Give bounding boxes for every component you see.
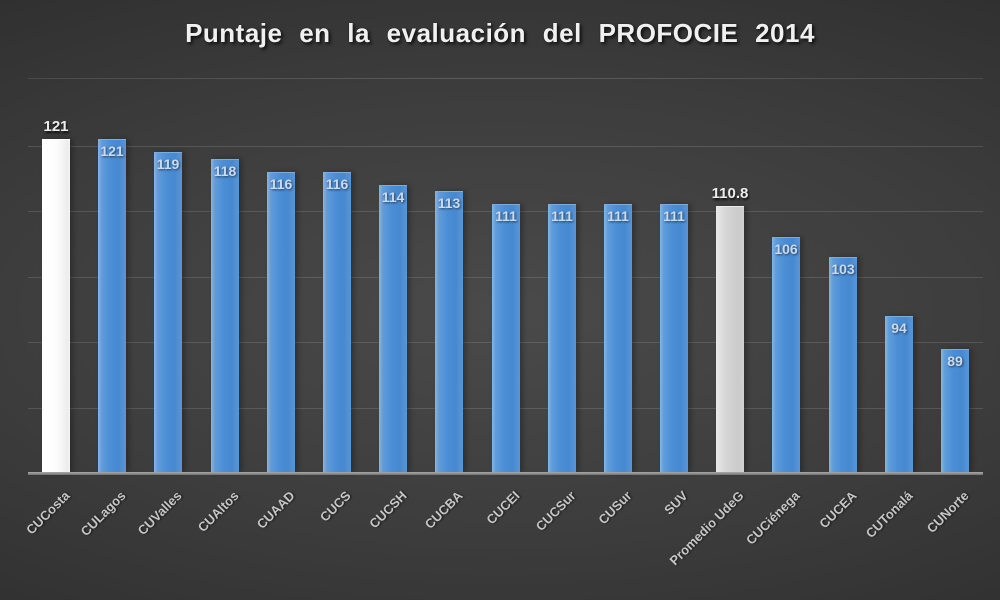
bar-value-label: 110.8 [711,185,749,202]
category-label-CUCiénega: CUCiénega [742,488,803,548]
category-label-CUCSur: CUCSur [532,488,579,534]
bar-CUCosta: 121 [42,118,70,473]
bar-value-label: 121 [43,118,69,135]
bar-SUV: 111 [660,204,688,473]
bar-CUCEA: 103 [829,257,857,473]
bar-CUAltos: 118 [211,159,239,473]
category-label-CUSur: CUSur [595,488,635,528]
title-divider [28,78,983,79]
bar-CULagos: 121 [98,139,126,473]
bar-CUCiénega: 106 [772,237,800,473]
bar-value-label: 111 [551,208,573,224]
bar-value-label: 106 [774,241,798,257]
chart-title: Puntaje en la evaluación del PROFOCIE 20… [185,18,815,48]
bar-CUNorte: 89 [941,349,969,473]
bar-value-label: 116 [325,176,349,192]
bar-value-label: 94 [891,320,907,336]
category-label-CUCEI: CUCEI [483,488,523,528]
bar-value-label: 118 [213,163,237,179]
category-label-CUAltos: CUAltos [194,488,242,535]
bar-CUCEI: 111 [492,204,520,473]
bar-Promedio UdeG: 110.8 [712,185,748,473]
bar-CUCSur: 111 [548,204,576,473]
bar-CUCBA: 113 [435,191,463,473]
bar-value-label: 116 [269,176,293,192]
bar-CUValles: 119 [154,152,182,473]
x-axis-line [28,472,983,475]
bar-CUCS: 116 [323,172,351,473]
bar-CUSur: 111 [604,204,632,473]
category-label-Promedio UdeG: Promedio UdeG [666,488,747,569]
category-label-CUCBA: CUCBA [421,488,466,532]
category-label-CUValles: CUValles [134,488,185,538]
bar-value-label: 111 [607,208,629,224]
bar-CUCSH: 114 [379,185,407,473]
category-label-SUV: SUV [661,488,691,518]
category-label-CUNorte: CUNorte [923,488,972,536]
category-label-CUTonalá: CUTonalá [862,488,916,541]
category-label-CUCS: CUCS [316,488,354,525]
bar-value-label: 114 [381,189,405,205]
category-label-CUAAD: CUAAD [253,488,298,532]
bar-CUAAD: 116 [267,172,295,473]
bar-value-label: 111 [495,208,517,224]
bar-value-label: 103 [831,261,855,277]
bar-value-label: 113 [437,195,461,211]
bar-value-label: 89 [947,353,963,369]
category-label-CULagos: CULagos [77,488,129,539]
gridline-120 [28,146,983,147]
bar-CUTonalá: 94 [885,316,913,473]
category-label-CUCSH: CUCSH [366,488,410,532]
bar-value-label: 111 [663,208,685,224]
category-label-CUCEA: CUCEA [816,488,860,532]
bar-value-label: 119 [156,156,180,172]
bar-value-label: 121 [100,143,124,159]
